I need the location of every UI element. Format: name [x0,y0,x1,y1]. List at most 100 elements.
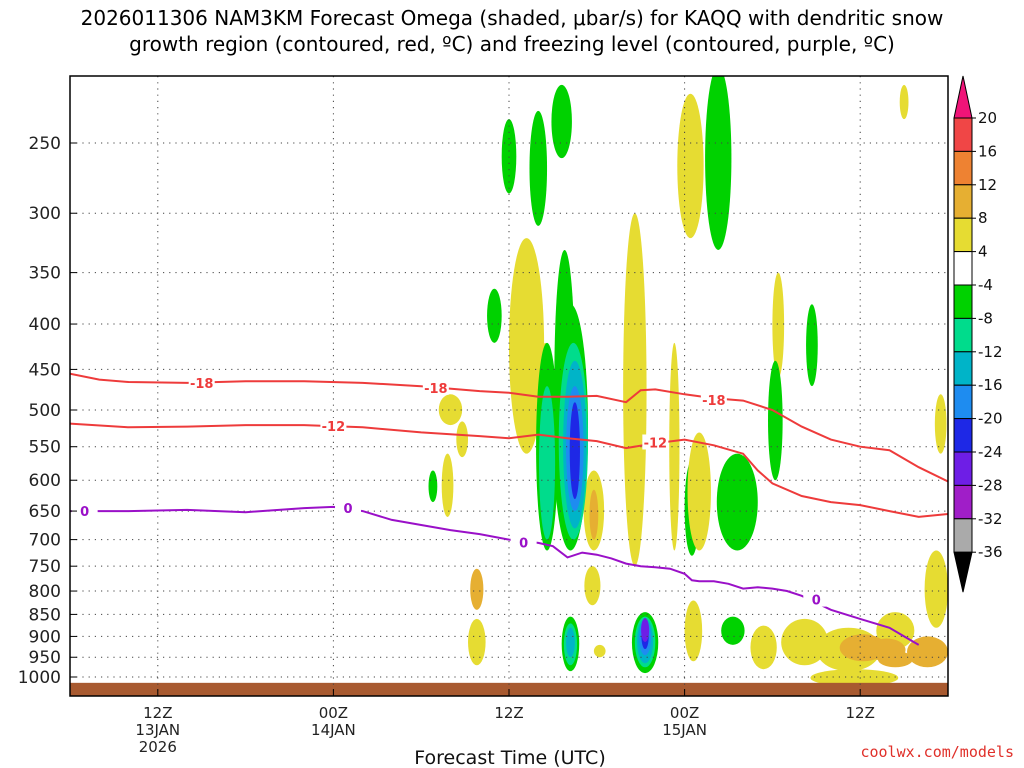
colorbar-segment-11 [953,484,973,520]
contour-label-bg [422,379,449,395]
omega-shade-29 [781,618,829,666]
colorbar-label-2: 12 [978,176,997,194]
omega-shade-22 [705,76,732,250]
omega-shade-36 [438,394,463,426]
chart-title-line-1: 2026011306 NAM3KM Forecast Omega (shaded… [81,6,944,30]
contour-label-dgz_bottom: -12 [322,420,346,435]
colorbar-segment-3 [953,217,973,253]
omega-shade-1 [428,470,438,503]
omega-shade-28 [806,304,818,387]
contour-label-bg [71,503,98,519]
x-tick-label-3-0: 00Z [670,704,699,722]
colorbar-segment-2 [953,184,973,219]
omega-shade-21 [687,432,711,551]
omega-shade-48 [877,651,913,668]
chart-title-line-2: growth region (contoured, red, ºC) and f… [129,32,895,56]
omega-shade-0 [441,453,454,517]
x-axis-title: Forecast Time (UTC) [414,747,605,768]
omega-shade-18 [677,93,704,239]
omega-core-14jan [571,431,578,476]
colorbar-segment-7 [953,351,973,386]
x-tick-label-3-1: 15JAN [662,721,707,739]
contour-label-freezing_level: 0 [812,594,821,609]
colorbar-label-11: -28 [978,476,1003,494]
y-tick-label-450: 450 [29,360,61,380]
omega-shade-37 [456,421,469,458]
omega-core-15jan [641,617,650,642]
colorbar-segment-4 [953,251,973,286]
colorbar-label-8: -16 [978,376,1003,394]
y-tick-label-500: 500 [29,401,61,421]
omega-shade-12 [593,644,606,658]
colorbar-label-9: -20 [978,410,1003,428]
omega-shade-40 [538,386,556,540]
contour-dgz_top [70,372,948,483]
contour-label-freezing_level: 0 [80,505,89,520]
y-tick-label-850: 850 [29,605,61,625]
omega-shade-11 [584,566,601,606]
omega-shade-4 [509,238,545,454]
colorbar-label-5: -4 [978,276,993,294]
colorbar-segment-12 [953,518,973,553]
x-tick-label-4-0: 12Z [846,704,875,722]
colorbar-label-1: 16 [978,142,997,160]
omega-shade-23 [716,453,758,551]
y-tick-label-600: 600 [29,471,61,491]
credit-text[interactable]: coolwx.com/models [860,743,1014,761]
contour-label-freezing_level: 0 [519,536,528,551]
contour-label-bg [320,417,347,433]
omega-shade-33 [810,669,899,687]
omega-shade-13 [529,110,548,226]
omega-shade-20 [684,600,703,662]
colorbar-top-arrow [953,75,973,119]
x-tick-label-2-0: 12Z [494,704,523,722]
colorbar-segment-0 [953,117,973,152]
x-tick-label-1-0: 00Z [319,704,348,722]
contour-label-dgz_top: -18 [424,382,448,397]
omega-shade-26 [772,272,785,378]
contour-label-dgz_top: -18 [702,394,726,409]
omega-shade-38 [468,618,486,666]
omega-shade-17 [669,342,680,551]
y-tick-label-300: 300 [29,204,61,224]
plot-grid [70,76,948,696]
colorbar-bottom-arrow [953,551,973,593]
contour-label-bg [335,500,362,516]
y-tick-label-950: 950 [29,648,61,668]
omega-shade-14 [551,84,572,159]
colorbar-label-0: 20 [978,109,997,127]
colorbar-segment-6 [953,317,973,353]
colorbar-label-10: -24 [978,443,1003,461]
contour-label-freezing_level: 0 [344,502,353,517]
colorbar: 20 16 12 8 4 -4 -8 -12 -16 -20 -24 -28 -32 -36 [953,75,1003,593]
contour-dgz_bottom [70,422,948,518]
x-tick-label-1-1: 14JAN [311,721,356,739]
colorbar-segment-8 [953,384,973,420]
omega-shade-15 [623,213,647,567]
y-tick-label-900: 900 [29,627,61,647]
contour-label-bg [803,591,830,607]
y-tick-label-800: 800 [29,582,61,602]
colorbar-label-3: 8 [978,209,988,227]
colorbar-segment-10 [953,451,973,486]
contours: -18 -18 -18 -12 -12 0 0 0 0 [70,372,948,646]
x-tick-label-0-2: 2026 [139,738,177,756]
y-tick-label-350: 350 [29,264,61,284]
contour-label-bg [700,391,727,407]
omega-shade-31 [924,550,948,628]
colorbar-segment-1 [953,150,973,186]
omega-shading [70,76,948,696]
contour-label-dgz_top: -18 [190,377,214,392]
y-axis: 2503003504004505005506006507007508008509… [18,134,77,688]
y-tick-label-250: 250 [29,134,61,154]
contour-label-bg [642,434,669,450]
y-tick-label-700: 700 [29,531,61,551]
omega-shade-24 [750,625,777,670]
colorbar-label-13: -36 [978,543,1003,561]
omega-shade-34 [934,394,947,454]
omega-shade-25 [721,616,745,645]
omega-shade-39 [470,568,484,610]
omega-shade-2 [487,288,502,343]
